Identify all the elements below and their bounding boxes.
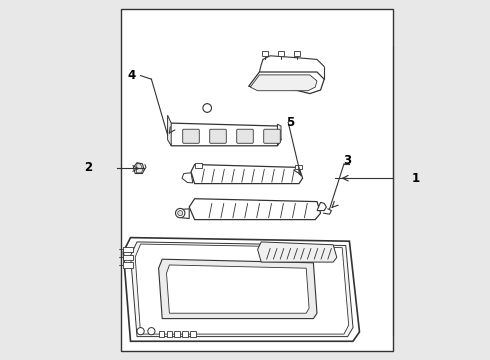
Bar — [182, 331, 188, 337]
Text: 3: 3 — [343, 154, 352, 167]
Bar — [294, 51, 300, 56]
Bar — [121, 9, 392, 351]
Text: 4: 4 — [127, 69, 136, 82]
Bar — [262, 51, 268, 56]
Polygon shape — [135, 244, 349, 334]
Polygon shape — [130, 242, 353, 337]
Polygon shape — [182, 173, 193, 183]
Polygon shape — [167, 265, 309, 313]
Polygon shape — [191, 165, 303, 184]
Bar — [295, 165, 302, 169]
Bar — [159, 331, 164, 337]
Polygon shape — [168, 123, 281, 146]
Polygon shape — [178, 209, 189, 219]
Polygon shape — [258, 242, 337, 262]
FancyBboxPatch shape — [237, 129, 253, 143]
Bar — [123, 255, 133, 260]
Bar — [123, 262, 133, 268]
Polygon shape — [248, 72, 324, 94]
Polygon shape — [159, 259, 317, 319]
Circle shape — [178, 211, 183, 216]
Bar — [196, 163, 202, 168]
Text: 5: 5 — [286, 116, 294, 129]
Bar — [174, 331, 180, 337]
Bar — [190, 331, 196, 337]
Polygon shape — [277, 124, 281, 146]
Polygon shape — [317, 202, 326, 211]
Polygon shape — [123, 238, 360, 341]
Polygon shape — [189, 199, 320, 220]
Bar — [123, 247, 133, 252]
Polygon shape — [250, 75, 317, 91]
Polygon shape — [168, 115, 171, 146]
Text: 1: 1 — [412, 172, 420, 185]
Text: 2: 2 — [84, 161, 93, 174]
Circle shape — [203, 104, 212, 112]
Circle shape — [175, 208, 185, 218]
FancyBboxPatch shape — [264, 129, 280, 143]
FancyBboxPatch shape — [210, 129, 226, 143]
Circle shape — [137, 328, 144, 335]
Circle shape — [148, 328, 155, 335]
Bar — [167, 331, 172, 337]
FancyBboxPatch shape — [183, 129, 199, 143]
Polygon shape — [133, 163, 144, 174]
Polygon shape — [136, 163, 143, 173]
Bar — [278, 51, 284, 56]
